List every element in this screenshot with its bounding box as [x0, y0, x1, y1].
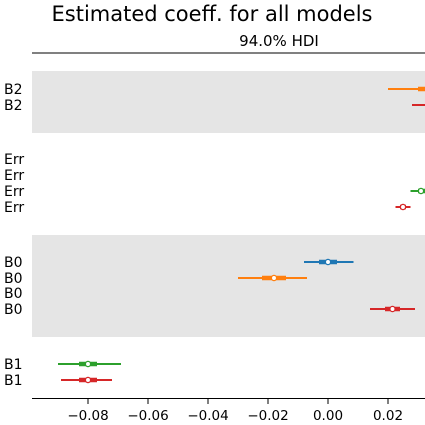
x-tick-label: −0.02 — [247, 408, 288, 424]
y-tick-label-b0: B0 — [4, 286, 23, 302]
interval-marks — [58, 86, 425, 384]
y-tick-label-b1: B1 — [4, 373, 23, 389]
y-tick-label-b0: B0 — [4, 302, 23, 318]
group-bands — [32, 71, 425, 337]
point-estimate-b1 — [84, 376, 92, 384]
x-tick-label: −0.04 — [187, 408, 228, 424]
y-tick-label-err: Err — [4, 152, 24, 168]
point-estimate-b0 — [324, 258, 332, 266]
point-estimate-b1 — [84, 360, 92, 368]
x-tick-label: 0.02 — [373, 408, 403, 424]
y-tick-label-err: Err — [4, 184, 24, 200]
y-tick-label-b2: B2 — [4, 82, 23, 98]
y-tick-label-b1: B1 — [4, 357, 23, 373]
x-tick-label: −0.06 — [127, 408, 168, 424]
point-estimate-b0 — [270, 274, 278, 282]
point-estimate-b0 — [389, 305, 396, 313]
chart-title: Estimated coeff. for all models — [52, 2, 373, 26]
group-band-b0 — [32, 235, 425, 337]
point-estimate-err — [399, 203, 407, 211]
group-band-b2 — [32, 71, 425, 133]
y-tick-label-b2: B2 — [4, 98, 23, 114]
x-axis-ticks: −0.08 −0.06 −0.04 −0.02 0.00 0.02 — [67, 398, 403, 424]
chart-subtitle: 94.0% HDI — [239, 32, 319, 50]
point-estimate-err — [417, 187, 425, 195]
y-tick-label-err: Err — [4, 200, 24, 216]
y-tick-label-err: Err — [4, 168, 24, 184]
x-tick-label: −0.08 — [67, 408, 108, 424]
y-tick-label-b0: B0 — [4, 271, 23, 287]
y-tick-label-b0: B0 — [4, 255, 23, 271]
x-tick-label: 0.00 — [313, 408, 343, 424]
